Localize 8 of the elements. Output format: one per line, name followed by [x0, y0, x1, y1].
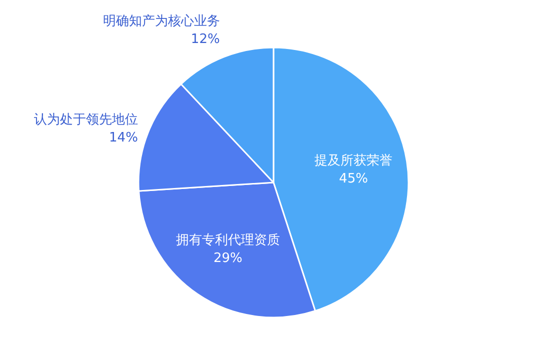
slice-label: 认为处于领先地位: [34, 112, 138, 128]
data-label: 29%: [214, 250, 242, 266]
data-label: 12%: [190, 32, 220, 47]
slice-label: 拥有专利代理资质: [176, 232, 280, 248]
slice-label: 提及所获荣誉: [314, 153, 393, 168]
data-label: 45%: [339, 171, 368, 186]
slice-label: 明确知产为核心业务: [102, 12, 220, 29]
data-label: 14%: [109, 130, 138, 146]
